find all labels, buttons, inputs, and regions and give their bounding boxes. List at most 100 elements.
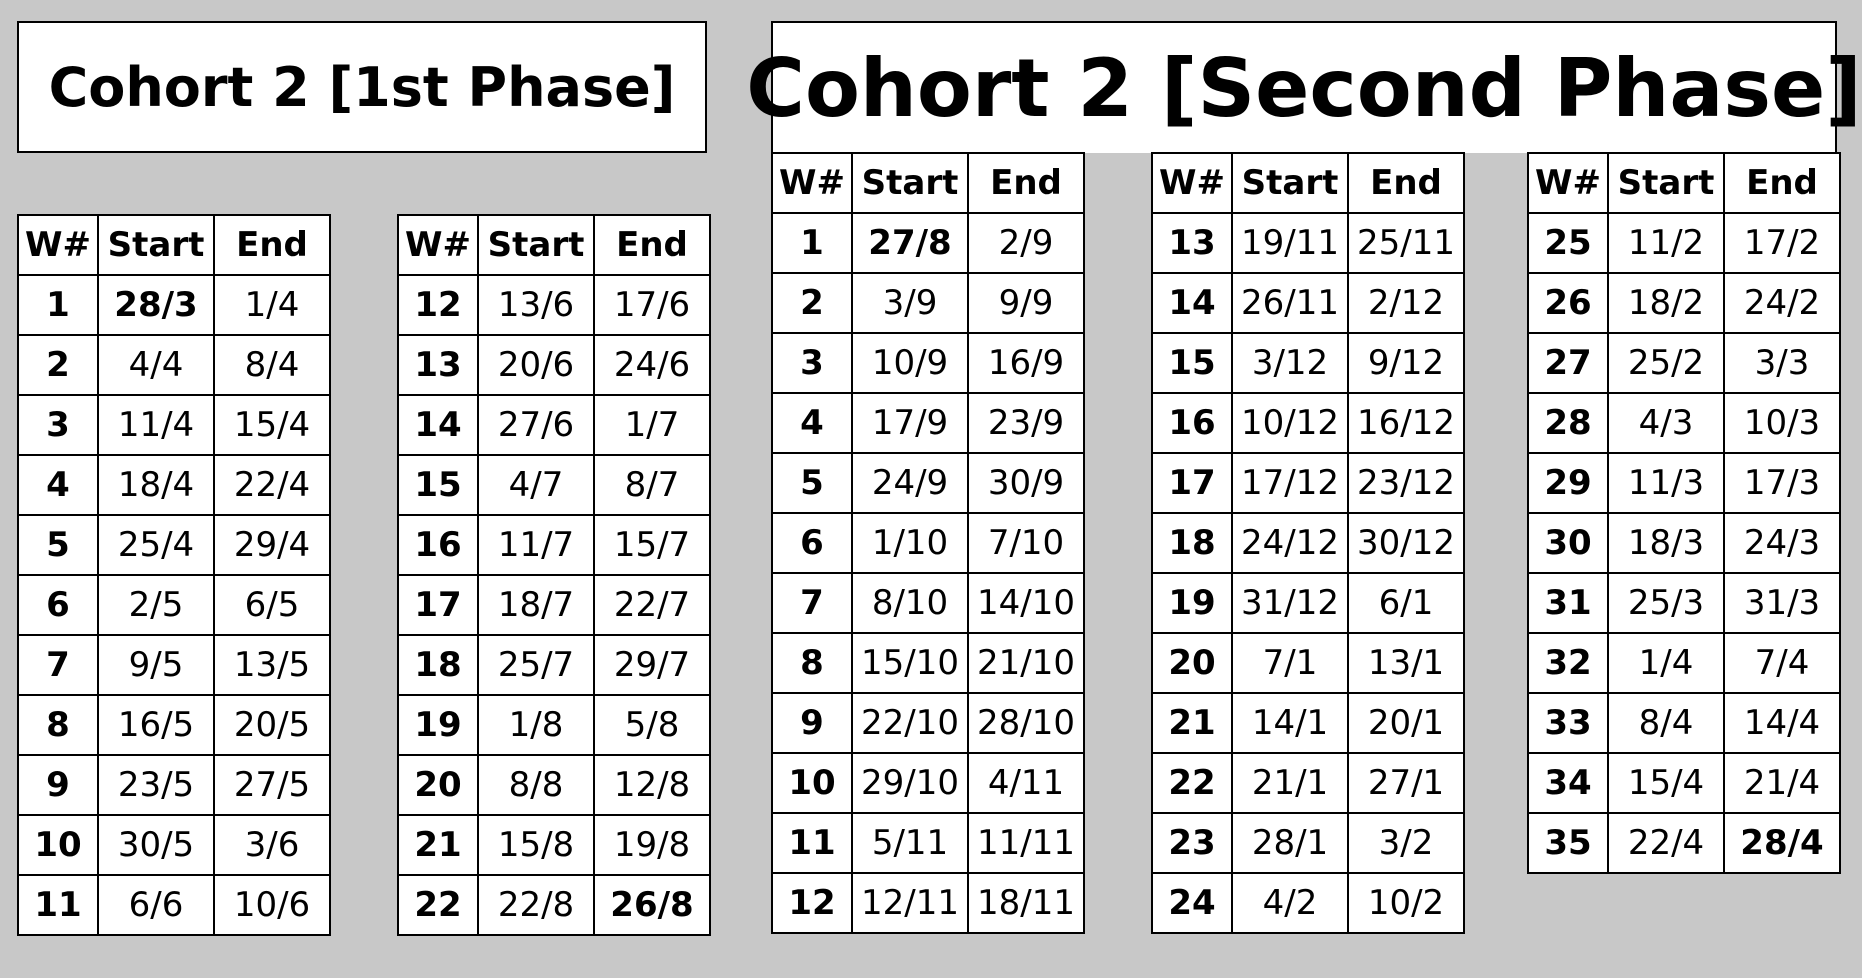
table-row: 17 17/12 23/12	[1151, 452, 1465, 514]
table-row: 28 4/3 10/3	[1527, 392, 1841, 454]
start-date-cell: 24/9	[851, 452, 969, 514]
header-row: W# Start End	[397, 214, 711, 276]
start-date-cell: 18/7	[477, 574, 595, 636]
table-row: 6 2/5 6/5	[17, 574, 331, 636]
end-date-cell: 12/8	[593, 754, 711, 816]
table-row: 13 19/11 25/11	[1151, 212, 1465, 274]
end-date-cell: 13/5	[213, 634, 331, 696]
end-date-cell: 20/1	[1347, 692, 1465, 754]
week-number-cell: 17	[397, 574, 479, 636]
week-number-cell: 31	[1527, 572, 1609, 634]
end-date-cell: 17/3	[1723, 452, 1841, 514]
start-date-cell: 2/5	[97, 574, 215, 636]
table-row: 34 15/4 21/4	[1527, 752, 1841, 814]
table-row: 29 11/3 17/3	[1527, 452, 1841, 514]
start-header: Start	[851, 152, 969, 214]
week-number-cell: 16	[1151, 392, 1233, 454]
end-date-cell: 2/12	[1347, 272, 1465, 334]
start-date-cell: 27/6	[477, 394, 595, 456]
start-date-cell: 4/3	[1607, 392, 1725, 454]
start-date-cell: 25/2	[1607, 332, 1725, 394]
end-date-cell: 29/4	[213, 514, 331, 576]
start-date-cell: 6/6	[97, 874, 215, 936]
week-number-cell: 19	[1151, 572, 1233, 634]
end-date-cell: 15/7	[593, 514, 711, 576]
end-date-cell: 11/11	[967, 812, 1085, 874]
table-row: 12 12/11 18/11	[771, 872, 1085, 934]
start-date-cell: 10/9	[851, 332, 969, 394]
week-number-cell: 12	[771, 872, 853, 934]
end-date-cell: 18/11	[967, 872, 1085, 934]
table-row: 14 27/6 1/7	[397, 394, 711, 456]
table-row: 18 25/7 29/7	[397, 634, 711, 696]
table-row: 8 16/5 20/5	[17, 694, 331, 756]
start-date-cell: 25/7	[477, 634, 595, 696]
week-number-cell: 30	[1527, 512, 1609, 574]
phase2-table-b: W# Start End 13 19/11 25/11 14 26/11 2/12 15 3/12 9…	[1151, 152, 1465, 934]
phase2-table-c: W# Start End 25 11/2 17/2 26 18/2 24/2 27 25/2 3/3 2…	[1527, 152, 1841, 874]
end-date-cell: 8/4	[213, 334, 331, 396]
start-date-cell: 15/4	[1607, 752, 1725, 814]
start-date-cell: 11/2	[1607, 212, 1725, 274]
start-date-cell: 1/8	[477, 694, 595, 756]
end-date-cell: 5/8	[593, 694, 711, 756]
table-row: 19 31/12 6/1	[1151, 572, 1465, 634]
end-header: End	[1723, 152, 1841, 214]
phase2-table-a: W# Start End 1 27/8 2/9 2 3/9 9/9 3 10/9 16/9 4 17/9 2…	[771, 152, 1085, 934]
week-number-cell: 35	[1527, 812, 1609, 874]
end-date-cell: 22/4	[213, 454, 331, 516]
table-row: 27 25/2 3/3	[1527, 332, 1841, 394]
start-date-cell: 14/1	[1231, 692, 1349, 754]
end-date-cell: 19/8	[593, 814, 711, 876]
start-date-cell: 22/4	[1607, 812, 1725, 874]
end-date-cell: 30/9	[967, 452, 1085, 514]
table-row: 5 25/4 29/4	[17, 514, 331, 576]
header-row: W# Start End	[17, 214, 331, 276]
end-date-cell: 10/3	[1723, 392, 1841, 454]
week-number-cell: 28	[1527, 392, 1609, 454]
start-date-cell: 25/3	[1607, 572, 1725, 634]
end-header: End	[213, 214, 331, 276]
week-number-cell: 16	[397, 514, 479, 576]
end-date-cell: 14/10	[967, 572, 1085, 634]
week-number-cell: 1	[771, 212, 853, 274]
start-date-cell: 8/8	[477, 754, 595, 816]
start-date-cell: 15/10	[851, 632, 969, 694]
week-number-cell: 4	[17, 454, 99, 516]
table-row: 15 3/12 9/12	[1151, 332, 1465, 394]
start-date-cell: 28/3	[97, 274, 215, 336]
table-row: 32 1/4 7/4	[1527, 632, 1841, 694]
start-date-cell: 1/4	[1607, 632, 1725, 694]
start-date-cell: 3/9	[851, 272, 969, 334]
end-date-cell: 27/5	[213, 754, 331, 816]
table-row: 1 27/8 2/9	[771, 212, 1085, 274]
end-date-cell: 9/9	[967, 272, 1085, 334]
week-number-cell: 6	[771, 512, 853, 574]
week-number-cell: 22	[397, 874, 479, 936]
week-number-cell: 33	[1527, 692, 1609, 754]
start-date-cell: 4/2	[1231, 872, 1349, 934]
start-date-cell: 18/4	[97, 454, 215, 516]
end-date-cell: 25/11	[1347, 212, 1465, 274]
start-date-cell: 17/9	[851, 392, 969, 454]
start-date-cell: 24/12	[1231, 512, 1349, 574]
week-number-cell: 14	[1151, 272, 1233, 334]
week-number-cell: 10	[17, 814, 99, 876]
week-number-cell: 8	[771, 632, 853, 694]
start-date-cell: 29/10	[851, 752, 969, 814]
end-date-cell: 29/7	[593, 634, 711, 696]
start-header: Start	[97, 214, 215, 276]
phase2-title: Cohort 2 [Second Phase]	[746, 21, 1862, 153]
week-number-cell: 29	[1527, 452, 1609, 514]
end-date-cell: 27/1	[1347, 752, 1465, 814]
start-date-cell: 18/2	[1607, 272, 1725, 334]
start-date-cell: 13/6	[477, 274, 595, 336]
end-date-cell: 22/7	[593, 574, 711, 636]
table-row: 26 18/2 24/2	[1527, 272, 1841, 334]
end-date-cell: 10/2	[1347, 872, 1465, 934]
week-number-cell: 14	[397, 394, 479, 456]
start-date-cell: 19/11	[1231, 212, 1349, 274]
end-date-cell: 23/12	[1347, 452, 1465, 514]
start-date-cell: 22/10	[851, 692, 969, 754]
start-date-cell: 10/12	[1231, 392, 1349, 454]
